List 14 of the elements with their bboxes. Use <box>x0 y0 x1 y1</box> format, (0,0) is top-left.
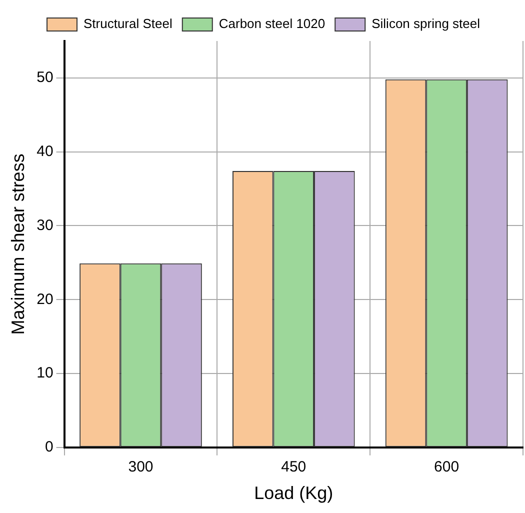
y-tick-label: 10 <box>36 364 54 382</box>
x-tick-label: 300 <box>128 458 154 476</box>
y-tick-label: 50 <box>36 69 54 86</box>
y-tick-label: 30 <box>36 216 54 234</box>
x-axis-title: Load (Kg) <box>254 483 334 504</box>
y-axis-title: Maximum shear stress <box>8 154 28 335</box>
legend-label: Silicon spring steel <box>372 16 480 32</box>
x-tick-label: 450 <box>281 458 306 476</box>
legend-label: Structural Steel <box>84 16 172 32</box>
legend-label: Carbon steel 1020 <box>218 16 326 32</box>
y-tick-label: 20 <box>36 290 54 308</box>
y-tick-label: 0 <box>44 438 54 456</box>
x-tick-label: 600 <box>434 458 460 476</box>
y-tick-label: 40 <box>36 142 54 160</box>
